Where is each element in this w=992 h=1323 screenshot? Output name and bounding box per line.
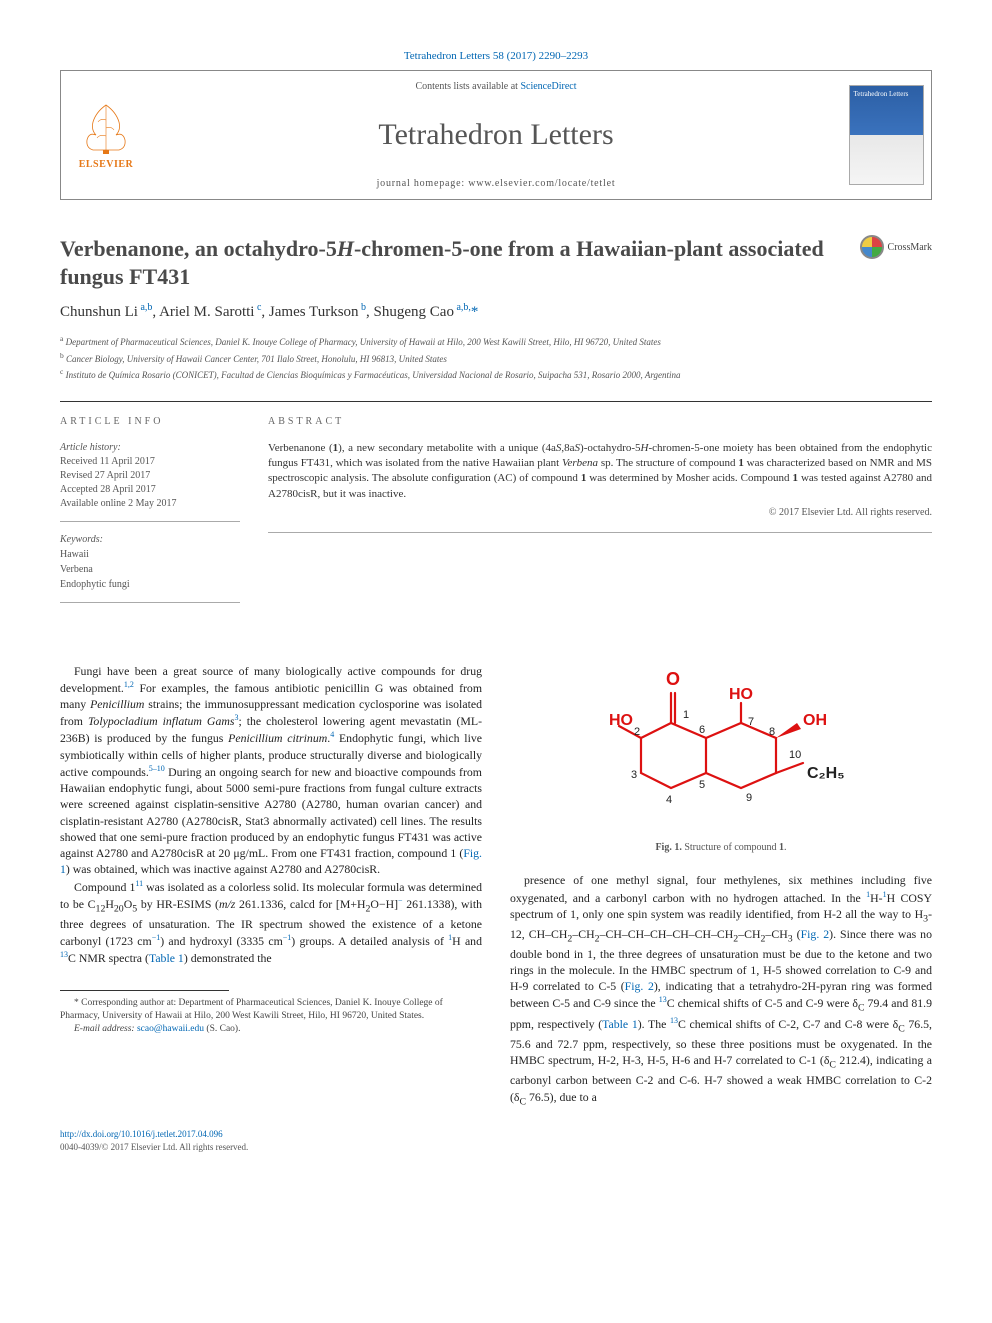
journal-homepage: journal homepage: www.elsevier.com/locat… [377, 178, 616, 189]
corresponding-author-note: * Corresponding author at: Department of… [60, 997, 482, 1023]
article-title: Verbenanone, an octahydro-5H-chromen-5-o… [60, 235, 860, 290]
footnote-rule [60, 990, 229, 991]
email-note: E-mail address: scao@hawaii.edu (S. Cao)… [60, 1023, 482, 1036]
issn-copyright: 0040-4039/© 2017 Elsevier Ltd. All right… [60, 1142, 248, 1152]
affiliation-line: c Instituto de Química Rosario (CONICET)… [60, 366, 932, 383]
history-line: Accepted 28 April 2017 [60, 483, 240, 497]
contents-available: Contents lists available at ScienceDirec… [415, 81, 576, 92]
compound-structure-svg: O HO HO OH C₂H₅ 1 2 3 4 5 6 7 8 [591, 663, 851, 833]
affiliation-line: b Cancer Biology, University of Hawaii C… [60, 350, 932, 367]
svg-text:6: 6 [699, 724, 705, 736]
affiliations: a Department of Pharmaceutical Sciences,… [60, 333, 932, 383]
svg-text:OH: OH [803, 712, 827, 729]
svg-text:8: 8 [769, 726, 775, 738]
journal-title: Tetrahedron Letters [378, 118, 613, 152]
abstract-text: Verbenanone (1), a new secondary metabol… [268, 441, 932, 534]
svg-text:O: O [666, 669, 680, 689]
body-paragraph: Compound 111 was isolated as a colorless… [60, 878, 482, 967]
svg-text:HO: HO [729, 686, 753, 703]
article-info-label: ARTICLE INFO [60, 416, 240, 427]
body-paragraph: Fungi have been a great source of many b… [60, 663, 482, 878]
svg-text:2: 2 [634, 726, 640, 738]
journal-cover-thumbnail: Tetrahedron Letters [841, 71, 931, 199]
keyword: Endophytic fungi [60, 579, 130, 590]
doi-link[interactable]: http://dx.doi.org/10.1016/j.tetlet.2017.… [60, 1129, 223, 1139]
author-list: Chunshun Li a,b, Ariel M. Sarotti c, Jam… [60, 302, 932, 321]
svg-text:10: 10 [789, 749, 801, 761]
svg-text:3: 3 [631, 769, 637, 781]
keyword: Hawaii [60, 549, 89, 560]
email-link[interactable]: scao@hawaii.edu [137, 1024, 204, 1034]
svg-text:5: 5 [699, 779, 705, 791]
publisher-name: ELSEVIER [79, 159, 134, 170]
affiliation-line: a Department of Pharmaceutical Sciences,… [60, 333, 932, 350]
citation-header: Tetrahedron Letters 58 (2017) 2290–2293 [60, 50, 932, 62]
svg-text:4: 4 [666, 794, 672, 806]
svg-text:HO: HO [609, 712, 633, 729]
keywords-label: Keywords: [60, 534, 103, 545]
publisher-logo[interactable]: ELSEVIER [61, 71, 151, 199]
elsevier-tree-icon [81, 100, 131, 155]
history-line: Received 11 April 2017 [60, 455, 240, 469]
journal-header: ELSEVIER Contents lists available at Sci… [60, 70, 932, 200]
abstract-label: ABSTRACT [268, 416, 932, 427]
abstract-copyright: © 2017 Elsevier Ltd. All rights reserved… [268, 506, 932, 520]
figure-1: O HO HO OH C₂H₅ 1 2 3 4 5 6 7 8 [510, 663, 932, 855]
keyword: Verbena [60, 564, 93, 575]
left-column: Fungi have been a great source of many b… [60, 663, 482, 1109]
page-footer: http://dx.doi.org/10.1016/j.tetlet.2017.… [60, 1128, 932, 1153]
history-line: Revised 27 April 2017 [60, 469, 240, 483]
crossmark-badge[interactable]: CrossMark [860, 235, 932, 259]
svg-text:C₂H₅: C₂H₅ [807, 765, 845, 782]
crossmark-icon [860, 235, 884, 259]
svg-text:9: 9 [746, 792, 752, 804]
sciencedirect-link[interactable]: ScienceDirect [520, 81, 576, 92]
abstract-panel: ABSTRACT Verbenanone (1), a new secondar… [268, 401, 932, 603]
history-line: Available online 2 May 2017 [60, 497, 240, 511]
article-info-panel: ARTICLE INFO Article history: Received 1… [60, 401, 240, 603]
svg-text:7: 7 [748, 716, 754, 728]
body-columns: Fungi have been a great source of many b… [60, 663, 932, 1109]
body-paragraph: presence of one methyl signal, four meth… [510, 872, 932, 1108]
right-column: O HO HO OH C₂H₅ 1 2 3 4 5 6 7 8 [510, 663, 932, 1109]
svg-text:1: 1 [683, 709, 689, 721]
figure-1-caption: Fig. 1. Structure of compound 1. [510, 841, 932, 855]
history-label: Article history: [60, 441, 240, 455]
